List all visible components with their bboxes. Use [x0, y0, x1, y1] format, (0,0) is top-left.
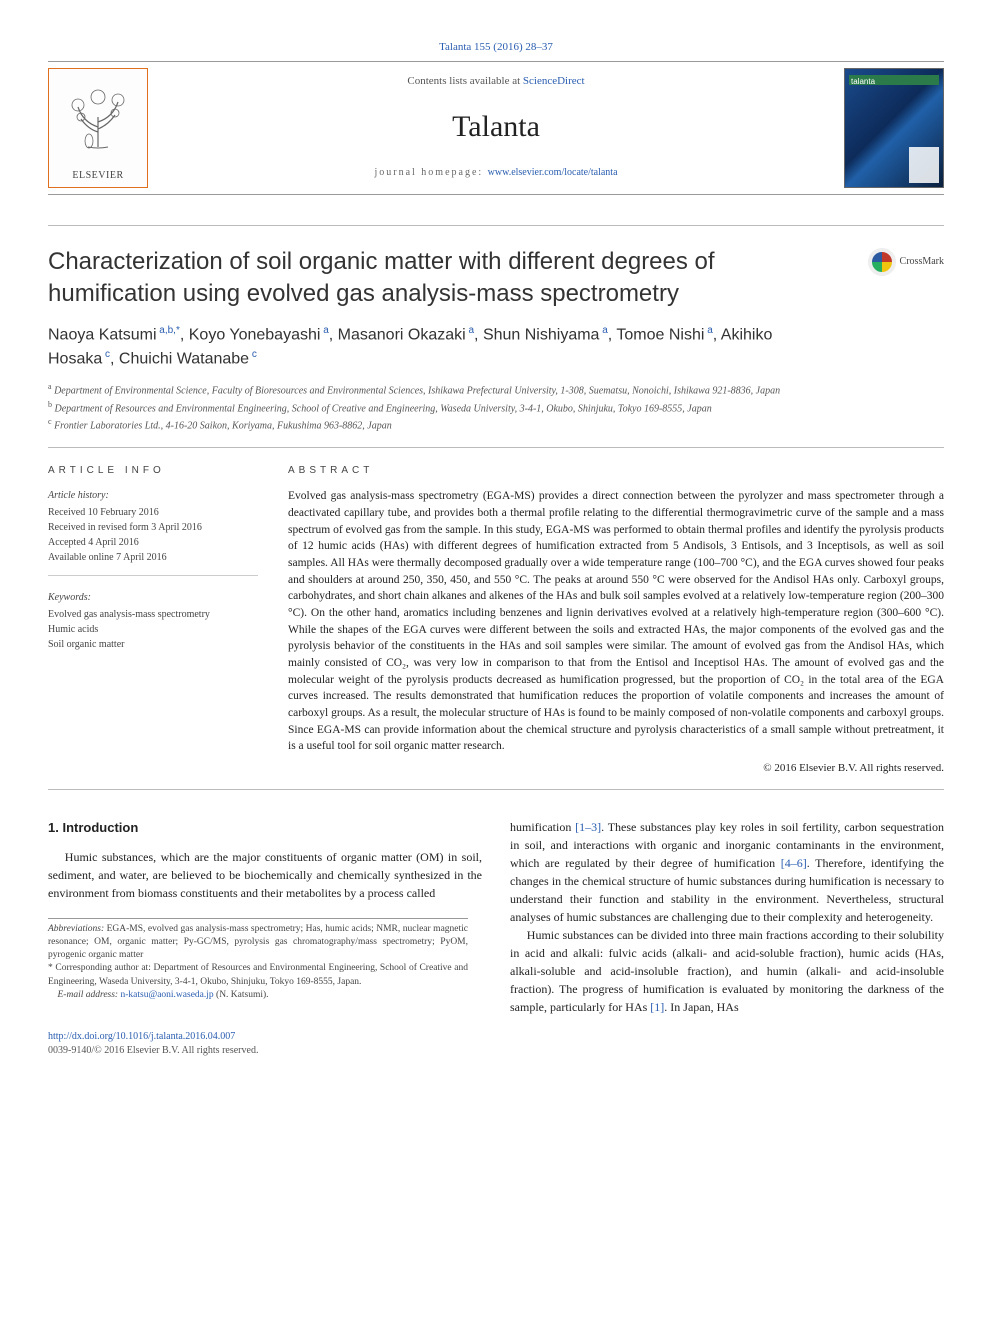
masthead: ELSEVIER Contents lists available at Sci… [48, 61, 944, 195]
keyword: Humic acids [48, 622, 258, 637]
publisher-logo: ELSEVIER [48, 68, 148, 188]
article-title: Characterization of soil organic matter … [48, 246, 828, 308]
abbrev-label: Abbreviations: [48, 924, 104, 934]
abbrev-line: Abbreviations: EGA-MS, evolved gas analy… [48, 923, 468, 963]
footnotes: Abbreviations: EGA-MS, evolved gas analy… [48, 918, 468, 1003]
crossmark-icon [868, 248, 896, 276]
keyword: Evolved gas analysis-mass spectrometry [48, 607, 258, 622]
p2a: humification [510, 820, 575, 834]
abstract-copyright: © 2016 Elsevier B.V. All rights reserved… [288, 761, 944, 777]
body-columns: 1. Introduction Humic substances, which … [48, 818, 944, 1016]
citation-link[interactable]: [1–3] [575, 820, 601, 834]
history-label: Article history: [48, 488, 258, 503]
keywords-block: Keywords: Evolved gas analysis-mass spec… [48, 590, 258, 652]
contents-prefix: Contents lists available at [407, 75, 522, 87]
article-info-heading: ARTICLE INFO [48, 464, 258, 478]
citation-link[interactable]: [4–6] [781, 856, 807, 870]
intro-heading: 1. Introduction [48, 818, 482, 838]
abstract-body: Evolved gas analysis-mass spectrometry (… [288, 488, 944, 777]
crossmark-label: CrossMark [900, 255, 944, 269]
citation-link[interactable]: [1] [650, 1000, 664, 1014]
history-line: Received 10 February 2016 [48, 505, 258, 520]
journal-name: Talanta [158, 106, 834, 148]
page-footer: http://dx.doi.org/10.1016/j.talanta.2016… [48, 1030, 944, 1058]
crossmark-badge[interactable]: CrossMark [868, 248, 944, 276]
abbrev-text: EGA-MS, evolved gas analysis-mass spectr… [48, 924, 468, 961]
journal-reference: Talanta 155 (2016) 28–37 [48, 40, 944, 55]
title-block: CrossMark Characterization of soil organ… [48, 225, 944, 433]
history-line: Received in revised form 3 April 2016 [48, 520, 258, 535]
article-history: Article history: Received 10 February 20… [48, 488, 258, 576]
intro-p3: Humic substances can be divided into thr… [510, 926, 944, 1016]
doi-link[interactable]: http://dx.doi.org/10.1016/j.talanta.2016… [48, 1031, 235, 1042]
email-line: E-mail address: n-katsu@aoni.waseda.jp (… [48, 989, 468, 1002]
info-abstract-row: ARTICLE INFO Article history: Received 1… [48, 464, 944, 790]
homepage-prefix: journal homepage: [374, 167, 487, 178]
cover-fine-print [909, 147, 939, 183]
abstract-column: ABSTRACT Evolved gas analysis-mass spect… [288, 464, 944, 777]
homepage-line: journal homepage: www.elsevier.com/locat… [158, 166, 834, 180]
sciencedirect-link[interactable]: ScienceDirect [523, 75, 585, 87]
intro-p1: Humic substances, which are the major co… [48, 848, 482, 902]
history-line: Available online 7 April 2016 [48, 550, 258, 565]
abstract-heading: ABSTRACT [288, 464, 944, 478]
affiliations: a Department of Environmental Science, F… [48, 381, 944, 433]
homepage-link[interactable]: www.elsevier.com/locate/talanta [488, 167, 618, 178]
intro-p2: humification [1–3]. These substances pla… [510, 818, 944, 926]
author-list: Naoya Katsumi a,b,*, Koyo Yonebayashi a,… [48, 323, 828, 372]
email-label: E-mail address: [58, 990, 121, 1000]
email-owner: (N. Katsumi). [214, 990, 269, 1000]
page: Talanta 155 (2016) 28–37 ELSEVIER Conten… [0, 0, 992, 1098]
abstract-text: Evolved gas analysis-mass spectrometry (… [288, 490, 944, 752]
publisher-name: ELSEVIER [72, 169, 123, 183]
history-line: Accepted 4 April 2016 [48, 535, 258, 550]
keyword: Soil organic matter [48, 637, 258, 652]
issn-copyright: 0039-9140/© 2016 Elsevier B.V. All right… [48, 1044, 944, 1058]
corresponding-author: * Corresponding author at: Department of… [48, 962, 468, 989]
article-info-column: ARTICLE INFO Article history: Received 1… [48, 464, 258, 777]
contents-line: Contents lists available at ScienceDirec… [158, 74, 834, 89]
elsevier-tree-icon [63, 77, 133, 157]
cover-label: talanta [851, 76, 875, 87]
keywords-label: Keywords: [48, 590, 258, 605]
journal-cover-thumbnail: talanta [844, 68, 944, 188]
email-link[interactable]: n-katsu@aoni.waseda.jp [120, 990, 213, 1000]
divider [48, 447, 944, 448]
p3b: . In Japan, HAs [664, 1000, 738, 1014]
journal-ref-text: Talanta 155 (2016) 28–37 [439, 41, 553, 53]
masthead-center: Contents lists available at ScienceDirec… [148, 68, 844, 188]
